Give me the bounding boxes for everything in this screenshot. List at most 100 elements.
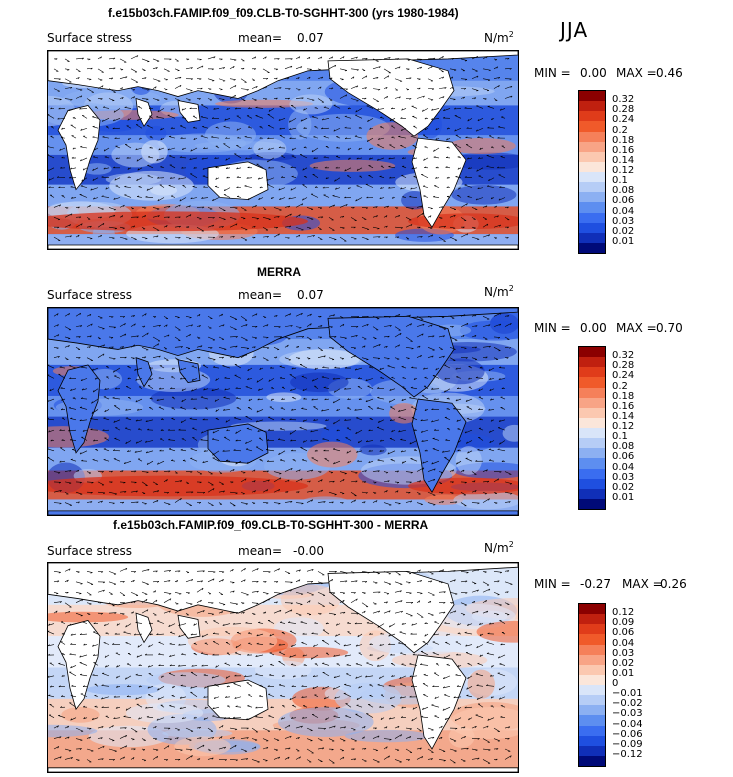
field-blob (48, 724, 98, 738)
panel-2-min-label: MIN = (534, 321, 571, 335)
colorbar-segment (579, 141, 605, 152)
colorbar-segment (579, 458, 605, 469)
colorbar-tick-label: −0.09 (612, 738, 643, 750)
panel-2-min-value: 0.00 (580, 321, 607, 335)
colorbar-segment (579, 232, 605, 243)
colorbar-tick-label: 0.03 (612, 647, 635, 659)
colorbar-tick-label: −0.03 (612, 708, 643, 720)
panel-3-min-label: MIN = (534, 577, 571, 591)
stress-vectors (48, 55, 513, 242)
colorbar-tick-label: 0.09 (612, 617, 635, 629)
panel-3-map (47, 562, 519, 773)
colorbar-tick-label: −0.02 (612, 698, 643, 710)
colorbar-tick-label: 0.16 (612, 144, 635, 156)
field-blob (254, 660, 312, 680)
colorbar-segment (579, 387, 605, 398)
colorbar-tick-label: 0.16 (612, 400, 635, 412)
panel-1-max-label: MAX = (616, 66, 657, 80)
colorbar-tick-label: 0.01 (612, 667, 635, 679)
colorbar-segment (579, 735, 605, 746)
season-label: JJA (560, 18, 589, 42)
colorbar-tick-label: 0.28 (612, 360, 635, 372)
colorbar-segment (579, 121, 605, 132)
land-outline (48, 244, 518, 249)
panel-3-variable: Surface stress (47, 544, 133, 558)
panel-1-min-value: 0.00 (580, 66, 607, 80)
field-blob (141, 139, 168, 164)
field-blob (48, 611, 129, 623)
colorbar-tick-label: 0.2 (612, 380, 628, 392)
panel-2-title: MERRA (257, 265, 301, 279)
colorbar-segment (579, 182, 605, 193)
field-blob (447, 137, 516, 154)
land-outline (327, 315, 455, 398)
colorbar-tick-label: 0.08 (612, 441, 635, 453)
panel-1-mean-value: 0.07 (297, 31, 324, 45)
colorbar-segment (579, 151, 605, 162)
colorbar-tick-label: 0 (612, 678, 619, 689)
panel-2-max-value: 0.70 (656, 321, 683, 335)
colorbar-tick-label: −0.04 (612, 718, 643, 730)
colorbar-segment (579, 755, 605, 766)
land-outline (207, 161, 269, 200)
field-blob (502, 424, 518, 442)
colorbar-tick-label: 0.18 (612, 390, 635, 402)
land-outline (327, 58, 455, 137)
colorbar-tick-label: 0.12 (612, 421, 635, 432)
panel-2-mean-value: 0.07 (297, 288, 324, 302)
field-blob (320, 426, 353, 445)
panel-3-mean-label: mean= (238, 544, 283, 558)
colorbar-tick-label: 0.24 (612, 114, 635, 126)
colorbar-segment (579, 685, 605, 696)
colorbar-segment (579, 695, 605, 706)
field-blob (344, 729, 430, 743)
colorbar-segment (579, 161, 605, 172)
field-blob (451, 185, 517, 205)
colorbar-tick-label: 0.1 (612, 431, 628, 443)
colorbar-tick-label: 0.04 (612, 637, 635, 649)
land-outline (177, 614, 201, 639)
land-outline (57, 364, 101, 454)
colorbar-segment (579, 397, 605, 408)
colorbar-tick-label: 0.12 (612, 607, 635, 619)
field-blob (298, 496, 352, 512)
colorbar-segment (579, 654, 605, 665)
field-blob (288, 349, 360, 370)
panel-1-min-label: MIN = (534, 66, 571, 80)
land-outline (207, 679, 269, 721)
colorbar-segment (579, 101, 605, 112)
land-outline (135, 357, 153, 388)
panel-2-units: N/m2 (484, 284, 514, 299)
field-blob (270, 646, 349, 659)
panel-2-map (47, 307, 519, 516)
panel-2-max-label: MAX = (616, 321, 657, 335)
land-outline (48, 767, 518, 772)
colorbar-segment (579, 498, 605, 509)
colorbar-tick-label: 0.32 (612, 350, 635, 362)
colorbar-tick-label: 0.02 (612, 225, 635, 237)
panel-2-mean-label: mean= (238, 288, 283, 302)
colorbar-tick-label: 0.12 (612, 165, 635, 176)
colorbar-segment (579, 705, 605, 716)
land-outline (48, 308, 518, 359)
colorbar-tick-label: 0.18 (612, 134, 635, 146)
colorbar-segment (579, 725, 605, 736)
colorbar-segment (579, 91, 605, 102)
colorbar-tick-label: 0.1 (612, 175, 628, 187)
colorbar-tick-label: 0.06 (612, 451, 635, 463)
colorbar-tick-label: 0.02 (612, 481, 635, 493)
field-blob (309, 159, 396, 172)
colorbar-tick-label: 0.14 (612, 410, 635, 422)
field-blob (266, 392, 302, 403)
field-blob (296, 113, 390, 142)
land-outline (48, 510, 518, 515)
colorbar-tick-label: 0.08 (612, 185, 635, 197)
field-blob (389, 403, 419, 424)
field-blob (448, 726, 475, 748)
panel-1-units: N/m2 (484, 30, 514, 45)
panel-2-colorbar (578, 346, 606, 510)
colorbar-segment (579, 614, 605, 625)
colorbar-segment (579, 417, 605, 428)
panel-3-colorbar (578, 603, 606, 767)
colorbar-tick-label: 0.01 (612, 235, 635, 247)
